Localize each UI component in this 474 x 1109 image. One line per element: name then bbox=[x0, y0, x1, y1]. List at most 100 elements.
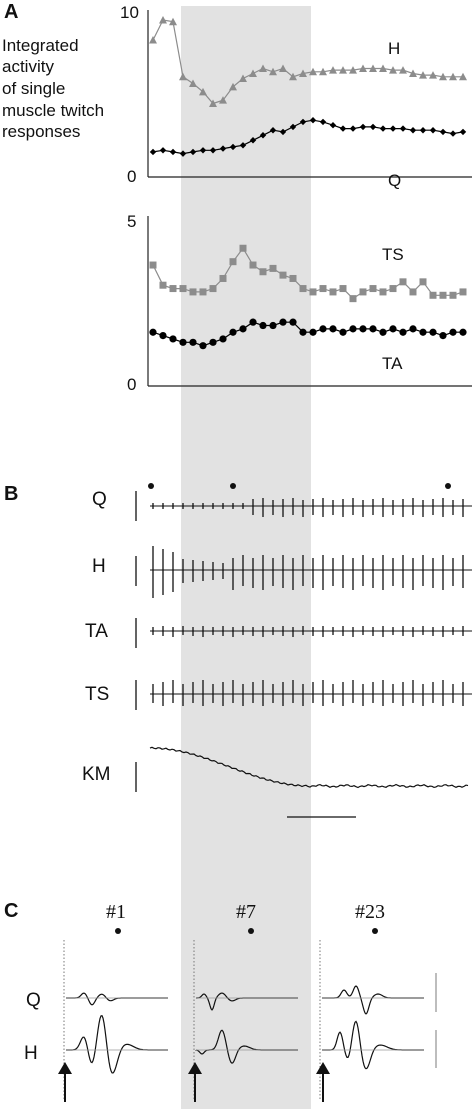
data-point-h bbox=[419, 71, 427, 79]
data-point-ts bbox=[249, 261, 257, 269]
arrow-icon bbox=[188, 1062, 202, 1102]
data-point-ts bbox=[429, 291, 437, 299]
data-point-q bbox=[369, 123, 377, 131]
data-point-ts bbox=[389, 285, 397, 293]
stimulus-dot bbox=[148, 483, 154, 489]
data-point-ta bbox=[409, 325, 417, 333]
data-point-q bbox=[199, 147, 207, 154]
data-point-ts bbox=[379, 288, 387, 296]
single-twitch-traces bbox=[66, 985, 424, 1074]
data-point-ts bbox=[289, 274, 297, 282]
data-point-h bbox=[369, 64, 377, 72]
data-point-q bbox=[309, 117, 317, 124]
data-point-q bbox=[439, 128, 447, 136]
data-point-q bbox=[449, 130, 457, 137]
data-point-q bbox=[419, 127, 427, 134]
data-point-ts bbox=[359, 288, 367, 296]
data-point-ta bbox=[339, 328, 347, 336]
trial-label-23: #23 bbox=[355, 901, 385, 923]
data-point-h bbox=[189, 79, 197, 87]
data-point-q bbox=[169, 148, 177, 156]
data-point-ts bbox=[219, 274, 227, 282]
data-point-h bbox=[399, 66, 407, 74]
a-bottom-series-group bbox=[149, 244, 467, 350]
channel-label-km: KM bbox=[82, 764, 111, 785]
data-point-ts bbox=[319, 285, 327, 293]
data-point-h bbox=[209, 99, 217, 108]
data-point-h bbox=[429, 71, 437, 79]
data-point-q bbox=[189, 148, 197, 156]
data-point-ta bbox=[259, 321, 267, 330]
data-point-h bbox=[439, 72, 447, 81]
emg-traces bbox=[150, 498, 472, 706]
data-point-ta bbox=[279, 318, 287, 326]
data-point-q bbox=[279, 128, 287, 136]
data-point-ta bbox=[229, 328, 237, 336]
a-top-ytick-0: 0 bbox=[127, 167, 136, 186]
data-point-ts bbox=[419, 278, 427, 286]
arrow-icon bbox=[316, 1062, 330, 1102]
panel-a-label: A bbox=[4, 1, 18, 23]
panel-a-description: Integrated activity of single muscle twi… bbox=[2, 36, 104, 141]
data-point-q bbox=[349, 125, 357, 132]
data-point-ta bbox=[459, 328, 467, 336]
data-point-h bbox=[259, 64, 267, 72]
description-line: muscle twitch bbox=[2, 101, 104, 120]
row-label-q: Q bbox=[26, 990, 41, 1011]
a-bottom-ytick-0: 0 bbox=[127, 375, 136, 394]
data-point-ta bbox=[399, 328, 407, 336]
data-point-ts bbox=[349, 295, 357, 303]
q-trace-spikes bbox=[152, 498, 464, 517]
data-point-q bbox=[229, 143, 237, 151]
data-point-h bbox=[149, 36, 157, 44]
arrow-icon bbox=[58, 1062, 72, 1102]
h-twitch-23 bbox=[322, 1020, 424, 1070]
data-point-ts bbox=[179, 285, 187, 293]
data-point-ta bbox=[149, 328, 157, 336]
data-point-ta bbox=[219, 335, 227, 343]
data-point-ta bbox=[249, 318, 257, 326]
data-point-q bbox=[359, 123, 367, 131]
data-point-h bbox=[329, 66, 337, 74]
data-point-ta bbox=[449, 328, 457, 336]
data-point-ts bbox=[279, 271, 287, 279]
q-twitch-1 bbox=[66, 992, 168, 1006]
stimulus-dot bbox=[115, 928, 121, 934]
description-line: of single bbox=[2, 79, 65, 98]
data-point-q bbox=[209, 147, 217, 154]
data-point-h bbox=[269, 67, 277, 76]
panel-b-label: B bbox=[4, 483, 18, 505]
data-point-ta bbox=[299, 328, 307, 336]
data-point-ta bbox=[209, 338, 217, 346]
data-point-ta bbox=[309, 328, 317, 336]
data-point-h bbox=[459, 72, 467, 81]
panel-c-label: C bbox=[4, 900, 18, 922]
data-point-ta bbox=[239, 325, 247, 333]
data-point-ts bbox=[339, 285, 347, 293]
description-line: responses bbox=[2, 122, 80, 141]
data-point-ta bbox=[359, 325, 367, 333]
data-point-ts bbox=[439, 291, 447, 299]
data-point-q bbox=[299, 118, 307, 126]
data-point-ts bbox=[159, 281, 167, 289]
data-point-ta bbox=[329, 325, 337, 333]
data-point-ts bbox=[149, 261, 157, 269]
data-point-q bbox=[239, 142, 247, 149]
data-point-h bbox=[229, 82, 237, 91]
data-point-q bbox=[259, 132, 267, 139]
data-point-ts bbox=[269, 264, 277, 272]
data-point-ts bbox=[369, 285, 377, 293]
series-label-ta: TA bbox=[382, 354, 403, 373]
a-top-series-group bbox=[149, 16, 467, 157]
stimulus-dot bbox=[372, 928, 378, 934]
data-point-ts bbox=[209, 285, 217, 293]
data-point-q bbox=[159, 147, 167, 154]
data-point-q bbox=[219, 145, 227, 152]
data-point-q bbox=[149, 148, 157, 156]
data-point-ta bbox=[379, 328, 387, 336]
data-point-ta bbox=[419, 328, 427, 336]
channel-label-ta: TA bbox=[85, 621, 108, 642]
stimulus-dot bbox=[445, 483, 451, 489]
stimulus-dot bbox=[230, 483, 236, 489]
